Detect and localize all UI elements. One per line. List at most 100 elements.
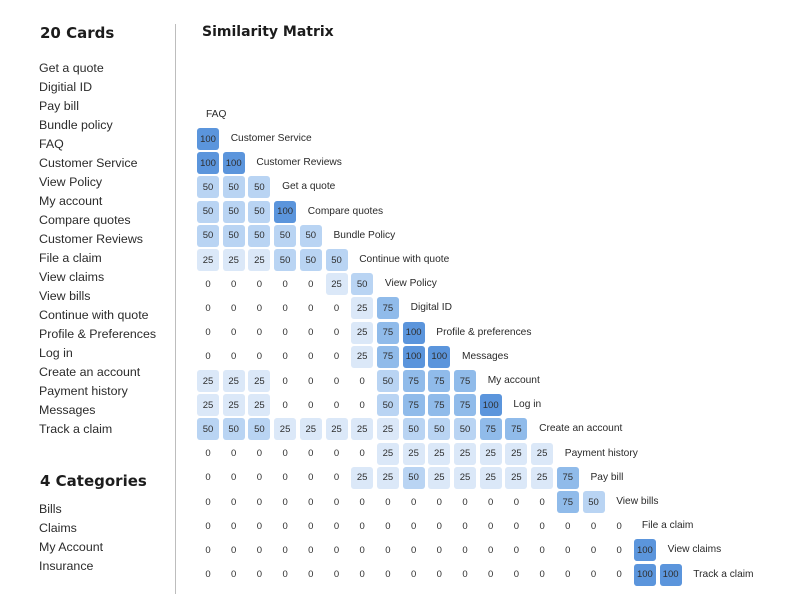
matrix-cell: 0 <box>248 515 271 538</box>
matrix-cell: 25 <box>479 466 502 489</box>
matrix-cell: 0 <box>479 539 502 562</box>
matrix-cell: 75 <box>505 418 528 441</box>
matrix-title: Similarity Matrix <box>202 24 334 40</box>
matrix-cell: 0 <box>274 273 297 296</box>
card-list-item: View bills <box>39 289 91 303</box>
matrix-cell: 0 <box>402 539 425 562</box>
matrix-cell: 0 <box>351 394 374 417</box>
matrix-cell: 0 <box>299 442 322 465</box>
matrix-cell: 100 <box>633 563 656 586</box>
card-list-item: Continue with quote <box>39 308 149 322</box>
matrix-cell: 0 <box>531 491 554 513</box>
matrix-cell: 25 <box>222 249 245 271</box>
matrix-cell: 50 <box>222 224 245 247</box>
matrix-cell: 100 <box>402 345 425 368</box>
matrix-cell: 50 <box>222 176 245 199</box>
matrix-cell: 0 <box>222 539 245 562</box>
matrix-row-label: Messages <box>462 350 509 362</box>
matrix-cell: 0 <box>299 394 322 417</box>
matrix-cell: 0 <box>351 491 374 513</box>
matrix-cell: 0 <box>299 491 322 513</box>
matrix-cell: 0 <box>582 539 605 562</box>
matrix-cell: 0 <box>248 442 271 465</box>
matrix-cell: 25 <box>376 466 399 489</box>
matrix-cell: 50 <box>402 466 425 489</box>
matrix-cell: 0 <box>299 321 322 344</box>
matrix-cell: 0 <box>531 539 554 562</box>
matrix-cell: 25 <box>325 418 348 441</box>
matrix-cell: 0 <box>197 539 219 562</box>
matrix-cell: 0 <box>248 345 271 368</box>
matrix-cell: 100 <box>402 321 425 344</box>
matrix-cell: 25 <box>505 466 528 489</box>
matrix-cell: 50 <box>222 200 245 223</box>
matrix-cell: 0 <box>454 515 476 538</box>
matrix-cell: 0 <box>222 563 245 586</box>
matrix-cell: 25 <box>505 442 528 465</box>
matrix-row-label: Digital ID <box>410 302 452 314</box>
matrix-cell: 75 <box>479 418 502 441</box>
matrix-cell: 0 <box>531 515 554 538</box>
matrix-cell: 0 <box>376 491 399 513</box>
matrix-cell: 25 <box>248 370 271 392</box>
matrix-cell: 25 <box>454 442 476 465</box>
matrix-cell: 0 <box>274 442 297 465</box>
matrix-cell: 0 <box>479 563 502 586</box>
matrix-cell: 0 <box>222 273 245 296</box>
matrix-cell: 75 <box>556 491 579 513</box>
matrix-cell: 0 <box>222 297 245 320</box>
matrix-row-label: Continue with quote <box>359 254 450 265</box>
matrix-cell: 0 <box>325 539 348 562</box>
matrix-cell: 25 <box>531 466 554 489</box>
matrix-cell: 0 <box>248 491 271 513</box>
matrix-cell: 0 <box>325 442 348 465</box>
cards-heading: 20 Cards <box>40 24 115 42</box>
matrix-cell: 0 <box>505 563 528 586</box>
matrix-cell: 0 <box>248 297 271 320</box>
matrix-cell: 0 <box>325 515 348 538</box>
matrix-cell: 0 <box>428 563 451 586</box>
matrix-row-label: File a claim <box>641 520 694 532</box>
matrix-cell: 25 <box>248 394 271 417</box>
matrix-cell: 0 <box>274 563 297 586</box>
matrix-cell: 25 <box>197 249 219 271</box>
matrix-cell: 75 <box>454 394 476 417</box>
matrix-cell: 75 <box>428 370 451 392</box>
matrix-cell: 0 <box>274 491 297 513</box>
matrix-cell: 0 <box>351 370 374 392</box>
matrix-cell: 50 <box>248 418 271 441</box>
matrix-cell: 0 <box>197 273 219 296</box>
matrix-cell: 0 <box>351 515 374 538</box>
matrix-cell: 100 <box>197 152 219 175</box>
matrix-first-label: FAQ <box>206 109 227 120</box>
matrix-cell: 0 <box>222 466 245 489</box>
matrix-cell: 0 <box>479 491 502 513</box>
matrix-cell: 50 <box>197 224 219 247</box>
matrix-cell: 0 <box>325 370 348 392</box>
matrix-cell: 100 <box>633 539 656 562</box>
matrix-cell: 0 <box>556 515 579 538</box>
matrix-cell: 0 <box>402 491 425 513</box>
matrix-cell: 0 <box>274 297 297 320</box>
matrix-cell: 25 <box>428 442 451 465</box>
matrix-cell: 0 <box>299 345 322 368</box>
matrix-cell: 0 <box>274 370 297 392</box>
card-list-item: Payment history <box>39 384 128 398</box>
matrix-cell: 0 <box>274 466 297 489</box>
matrix-row-label: Pay bill <box>590 471 624 483</box>
card-list-item: Customer Reviews <box>39 232 143 246</box>
matrix-row-label: Payment history <box>564 447 638 459</box>
card-list-item: Track a claim <box>39 422 113 436</box>
matrix-cell: 0 <box>274 345 297 368</box>
matrix-cell: 0 <box>248 563 271 586</box>
matrix-cell: 25 <box>376 418 399 441</box>
matrix-cell: 25 <box>351 345 374 368</box>
matrix-cell: 25 <box>351 418 374 441</box>
matrix-cell: 25 <box>351 297 374 320</box>
matrix-cell: 25 <box>248 249 271 271</box>
card-list-item: View claims <box>39 270 105 284</box>
matrix-cell: 25 <box>274 418 297 441</box>
matrix-cell: 50 <box>376 370 399 392</box>
card-list-item: Customer Service <box>39 156 138 170</box>
